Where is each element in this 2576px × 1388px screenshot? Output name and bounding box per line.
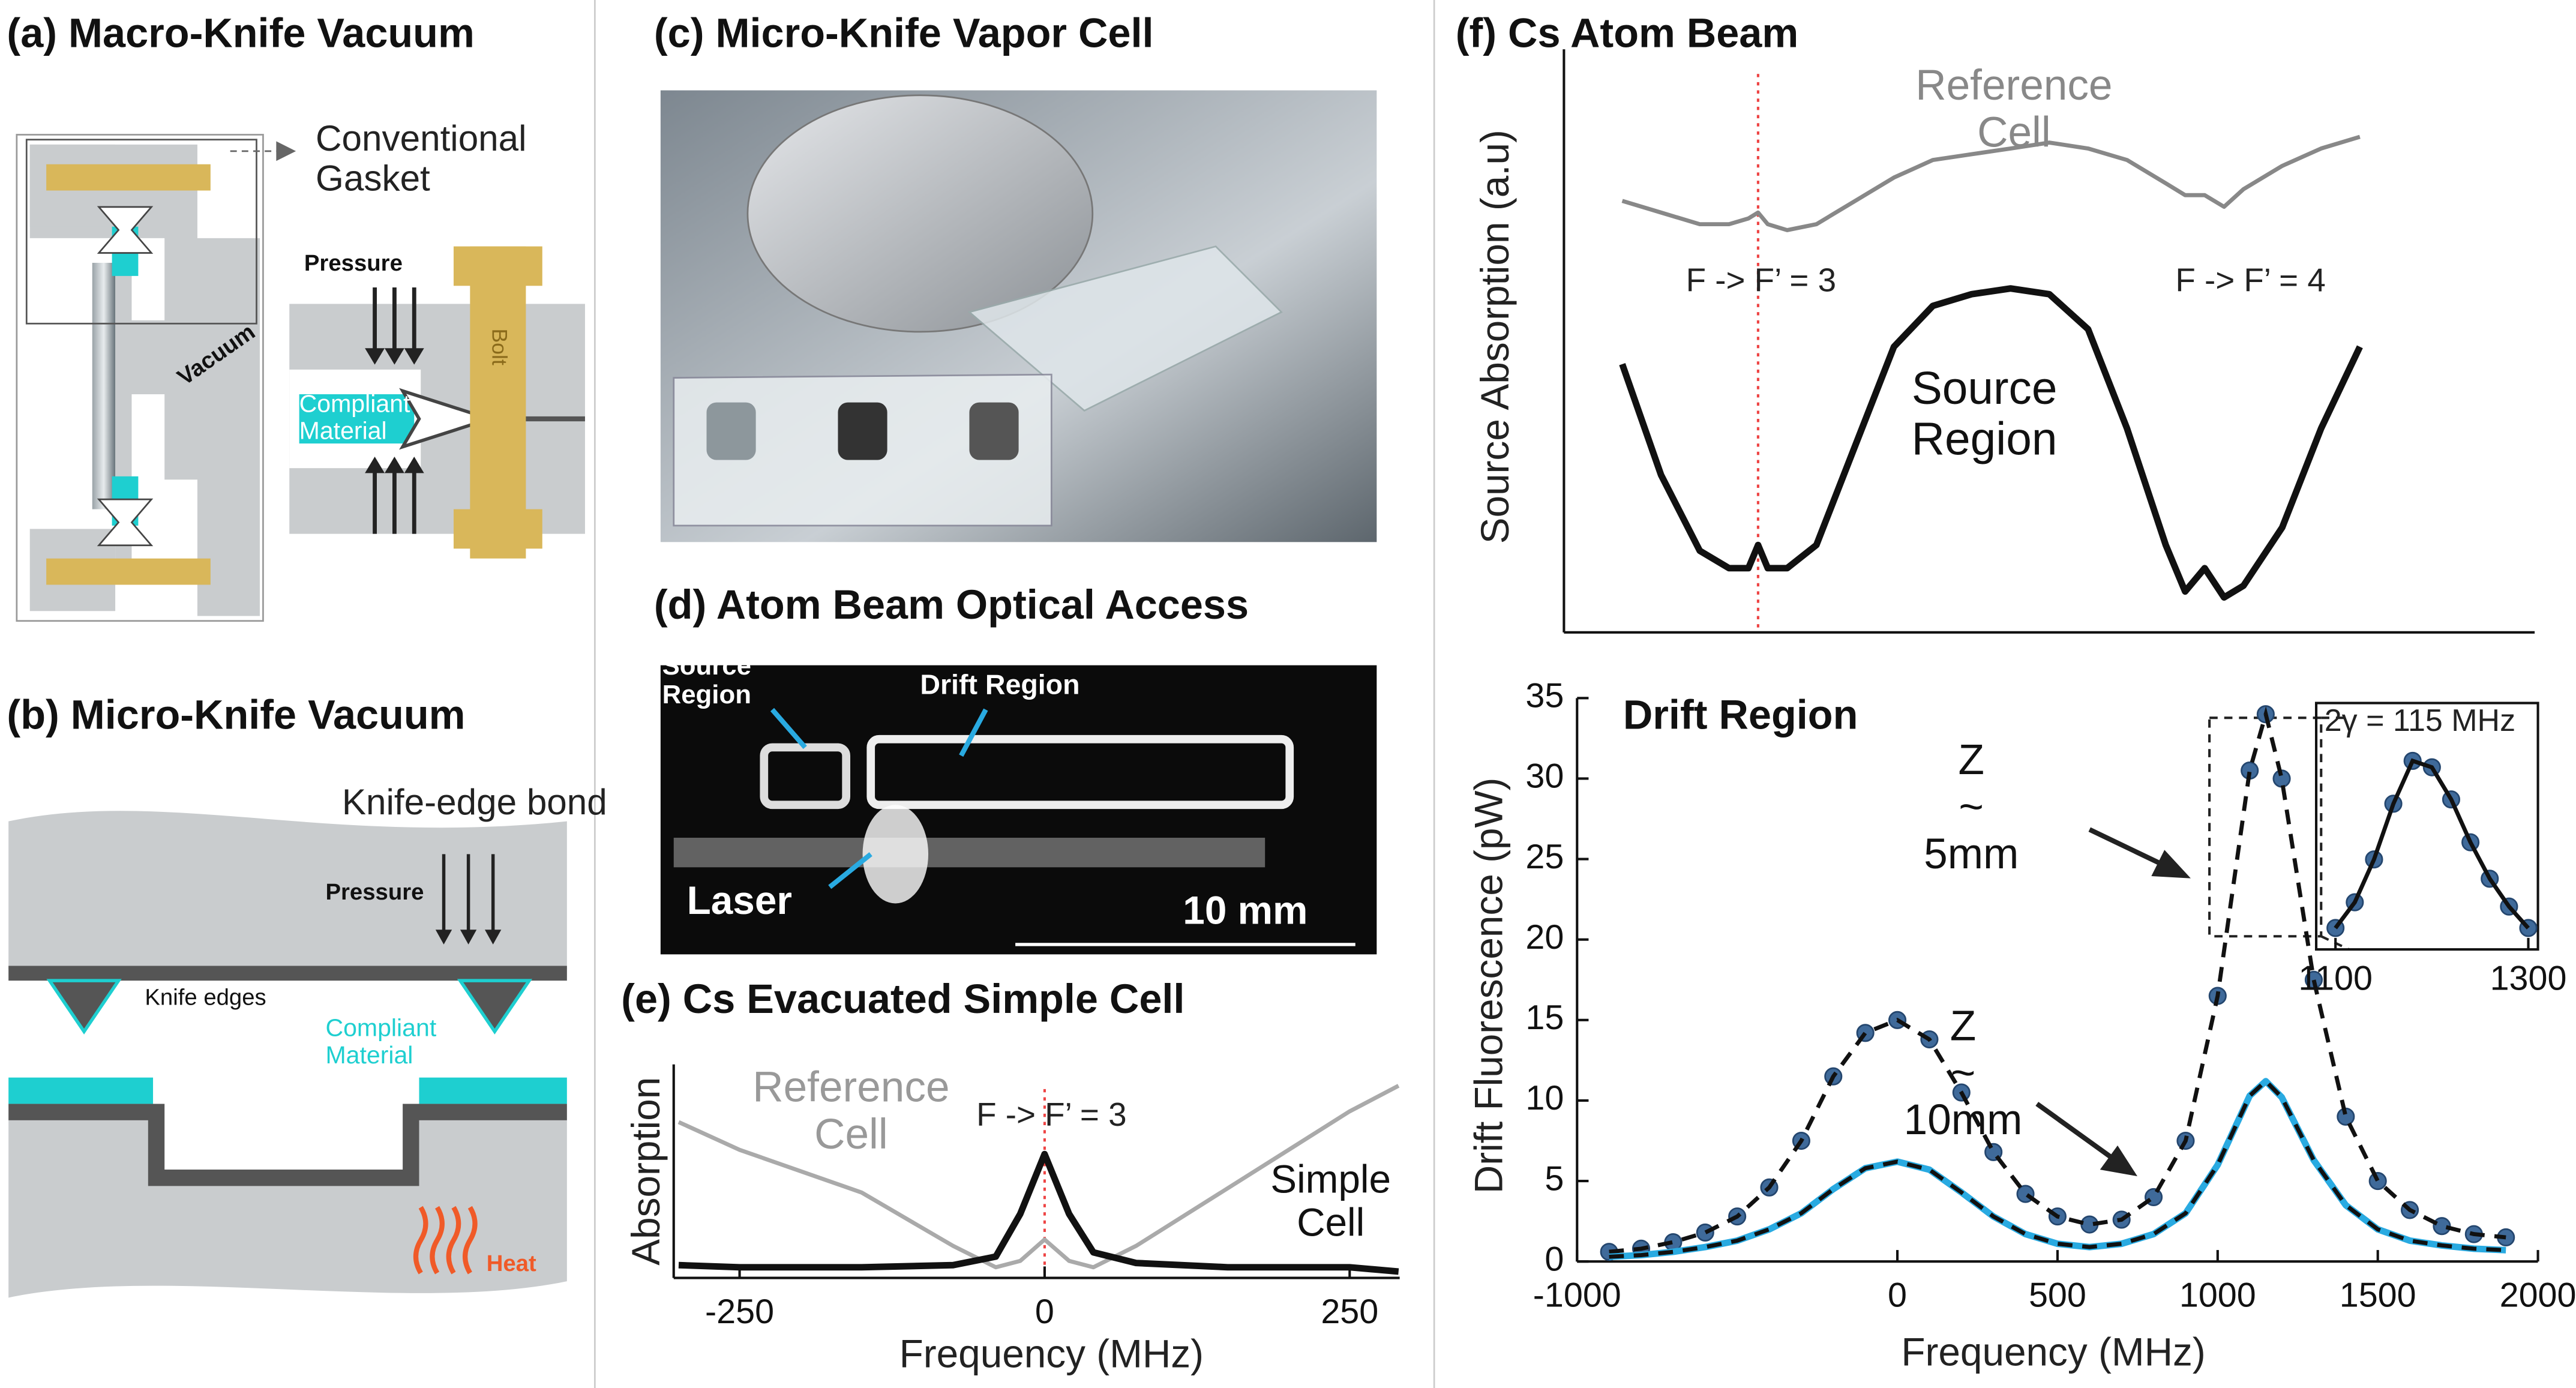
panel-title: (c) Micro-Knife Vapor Cell <box>654 10 1154 56</box>
x-tick-label: 1100 <box>2298 959 2373 997</box>
y-tick-label: 20 <box>1525 918 1564 957</box>
y-axis-label: Drift Fluorescence (pW) <box>1467 778 1510 1194</box>
y-tick-label: 25 <box>1525 838 1564 876</box>
series-label: Z ~5mm <box>1924 736 2019 878</box>
y-tick-label: 30 <box>1525 757 1564 796</box>
label: Source Region <box>662 650 751 709</box>
label: Knife edges <box>145 984 266 1010</box>
y-tick-label: 0 <box>1545 1240 1564 1278</box>
photo-optical-access <box>660 665 1377 955</box>
label: Laser <box>687 879 792 922</box>
series-label: Z ~10mm <box>1904 1002 2023 1144</box>
chart-title: Drift Region <box>1623 691 1858 738</box>
series-line <box>678 1150 1399 1275</box>
plot-frame <box>2314 702 2539 951</box>
micro-knife-diagram <box>8 811 567 1298</box>
x-tick-label: -1000 <box>1533 1276 1621 1315</box>
pointer-arrows <box>2035 827 2191 1177</box>
y-axis-label: Source Absorption (a.u) <box>1473 130 1517 544</box>
series-label: Reference Cell <box>1915 62 2112 156</box>
label: Compliant Material <box>325 1014 436 1068</box>
label: Compliant Material <box>299 389 410 444</box>
label: 10 mm <box>1183 888 1308 932</box>
series-line <box>1619 285 2363 601</box>
series-label: Reference Cell <box>752 1064 949 1158</box>
x-axis-label: Frequency (MHz) <box>899 1332 1204 1375</box>
annotation: F -> F’ = 3 <box>1686 261 1836 298</box>
label: Pressure <box>304 250 403 276</box>
x-tick-label: 0 <box>1035 1293 1054 1331</box>
chart-title: (f) Cs Atom Beam <box>1456 10 1799 56</box>
photo-vapor-cell <box>660 90 1377 542</box>
annotation: 2γ = 115 MHz <box>2325 703 2515 738</box>
inset-guide <box>2208 717 2350 951</box>
y-tick-label: 10 <box>1525 1079 1564 1117</box>
x-axis-label: Frequency (MHz) <box>1901 1330 2205 1374</box>
annotation: F -> F’ = 3 <box>976 1096 1126 1133</box>
panel-title: (a) Macro-Knife Vacuum <box>7 10 474 56</box>
panel-title: (b) Micro-Knife Vacuum <box>7 691 465 738</box>
label: Pressure <box>325 879 424 905</box>
x-tick-label: 1000 <box>2179 1276 2256 1315</box>
fit-line <box>1609 1078 2506 1259</box>
data-point <box>2368 1172 2387 1191</box>
x-tick-label: 0 <box>1888 1276 1907 1315</box>
series-label: Simple Cell <box>1270 1158 1391 1245</box>
label: Conventional Gasket <box>316 118 527 198</box>
fit-line <box>2334 758 2530 930</box>
data-point <box>1696 1223 1714 1242</box>
label: Knife-edge bond <box>342 781 607 822</box>
y-tick-label: 15 <box>1525 999 1564 1037</box>
label: Bolt <box>487 328 511 365</box>
y-tick-label: 5 <box>1545 1159 1564 1198</box>
x-tick-label: 2000 <box>2500 1276 2576 1315</box>
x-tick-label: 250 <box>1321 1293 1378 1331</box>
label: Drift Region <box>920 668 1079 700</box>
label: Heat <box>487 1251 536 1276</box>
x-tick-label: 500 <box>2029 1276 2086 1315</box>
panel-title: (d) Atom Beam Optical Access <box>654 581 1249 628</box>
x-tick-label: -250 <box>705 1293 774 1331</box>
x-tick-label: 1500 <box>2340 1276 2416 1315</box>
x-tick-label: 1300 <box>2490 959 2567 997</box>
y-tick-label: 35 <box>1525 677 1564 715</box>
series-line <box>677 1084 1400 1270</box>
y-axis-label: Absorption <box>624 1077 668 1266</box>
series-line <box>1621 134 2361 232</box>
fit-line <box>1609 706 2506 1254</box>
series-label: Source Region <box>1912 363 2058 464</box>
annotation: F -> F’ = 4 <box>2175 261 2325 298</box>
chart-title: (e) Cs Evacuated Simple Cell <box>621 976 1184 1022</box>
macro-knife-diagram <box>16 134 585 622</box>
